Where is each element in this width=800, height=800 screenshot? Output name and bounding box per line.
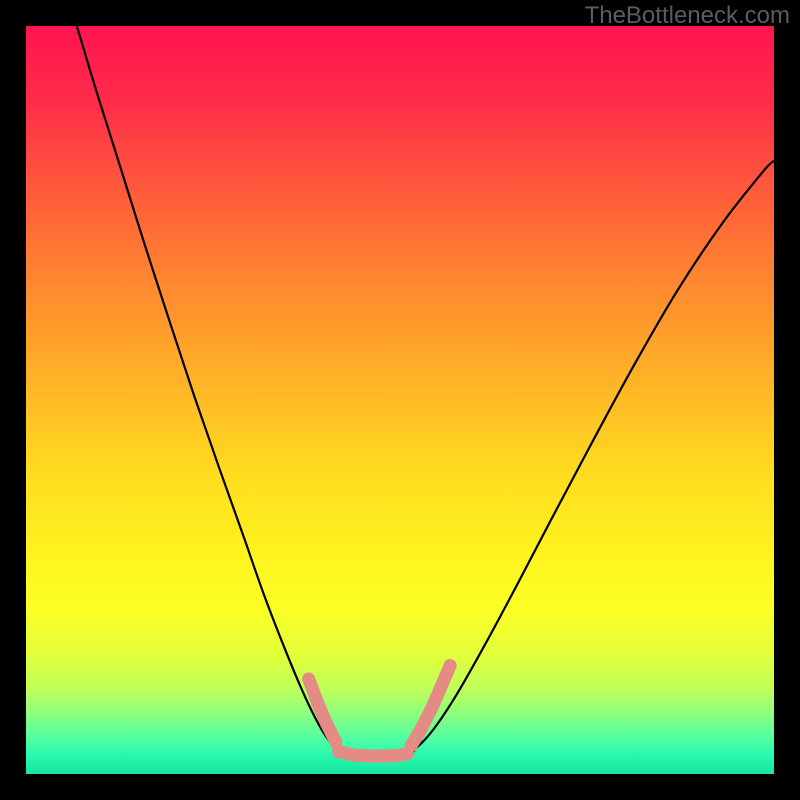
highlight-dot-6 [367,750,380,763]
highlight-dot-1 [311,696,324,709]
highlight-dot-4 [332,745,345,758]
v-curve [77,26,774,756]
highlight-dot-2 [320,717,333,730]
highlight-dot-12 [435,680,448,693]
highlight-dot-5 [349,749,362,762]
highlight-dot-11 [425,702,438,715]
highlight-dot-9 [405,739,418,752]
highlight-dot-7 [386,750,399,763]
highlight-dot-13 [444,659,457,672]
plot-area [26,26,774,774]
chart-stage: TheBottleneck.com [0,0,800,800]
watermark-text: TheBottleneck.com [585,2,790,30]
bottleneck-curve [26,26,774,774]
highlight-dot-10 [414,723,427,736]
highlight-dot-0 [302,673,315,686]
